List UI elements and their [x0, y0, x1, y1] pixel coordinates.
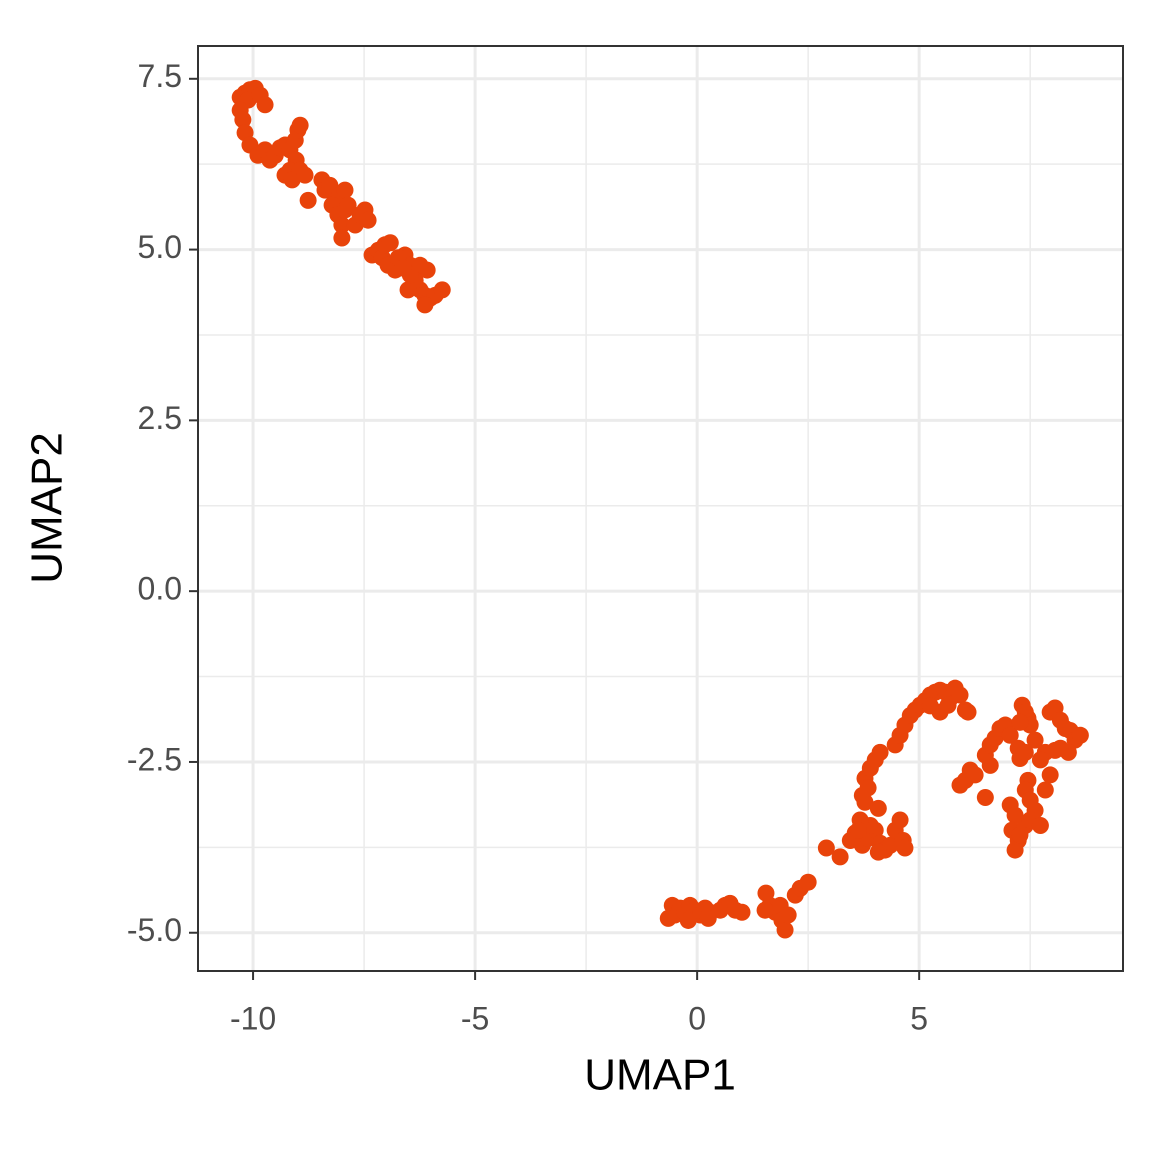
point [776, 921, 794, 939]
point [1071, 726, 1089, 744]
plot-border [197, 45, 1124, 972]
point [679, 911, 697, 929]
point [856, 793, 874, 811]
point [756, 901, 774, 919]
y-axis-title: UMAP2 [23, 432, 72, 584]
point [891, 811, 909, 829]
point [359, 211, 377, 229]
point [779, 906, 797, 924]
point [966, 766, 984, 784]
y-tick-label: 7.5 [138, 58, 182, 94]
point [799, 873, 817, 891]
x-tick-label: -10 [230, 1000, 276, 1036]
point [733, 903, 751, 921]
point [1011, 713, 1029, 731]
point [921, 697, 939, 715]
point [291, 116, 309, 134]
point [1031, 816, 1049, 834]
point [1016, 743, 1034, 761]
y-tick-label: -5.0 [127, 912, 182, 948]
y-tick-label: 0.0 [138, 571, 182, 607]
point [659, 909, 677, 927]
point [939, 696, 957, 714]
y-tick-label: 2.5 [138, 400, 182, 436]
y-tick-label: 5.0 [138, 229, 182, 265]
point [299, 191, 317, 209]
point [416, 296, 434, 314]
point [859, 779, 877, 797]
point [394, 259, 412, 277]
point [869, 843, 887, 861]
point [871, 743, 889, 761]
x-tick-label: 5 [910, 1000, 928, 1036]
point [336, 181, 354, 199]
point [1041, 766, 1059, 784]
point [333, 216, 351, 234]
point [951, 686, 969, 704]
point [896, 839, 914, 857]
point [699, 909, 717, 927]
point [433, 281, 451, 299]
point [869, 799, 887, 817]
point [817, 839, 835, 857]
point [333, 229, 351, 247]
point [339, 196, 357, 214]
x-axis-title: UMAP1 [584, 1051, 736, 1100]
point [399, 281, 417, 299]
point [1006, 841, 1024, 859]
point [849, 821, 867, 839]
point [1031, 751, 1049, 769]
point [1001, 726, 1019, 744]
point [296, 166, 314, 184]
y-tick-label: -2.5 [127, 741, 182, 777]
point [1036, 781, 1054, 799]
point [959, 703, 977, 721]
point [976, 788, 994, 806]
point [1026, 731, 1044, 749]
x-tick-label: -5 [461, 1000, 489, 1036]
point [381, 234, 399, 252]
point [831, 848, 849, 866]
point [1051, 739, 1069, 757]
point [256, 96, 274, 114]
point [234, 111, 252, 129]
x-tick-label: 0 [688, 1000, 706, 1036]
